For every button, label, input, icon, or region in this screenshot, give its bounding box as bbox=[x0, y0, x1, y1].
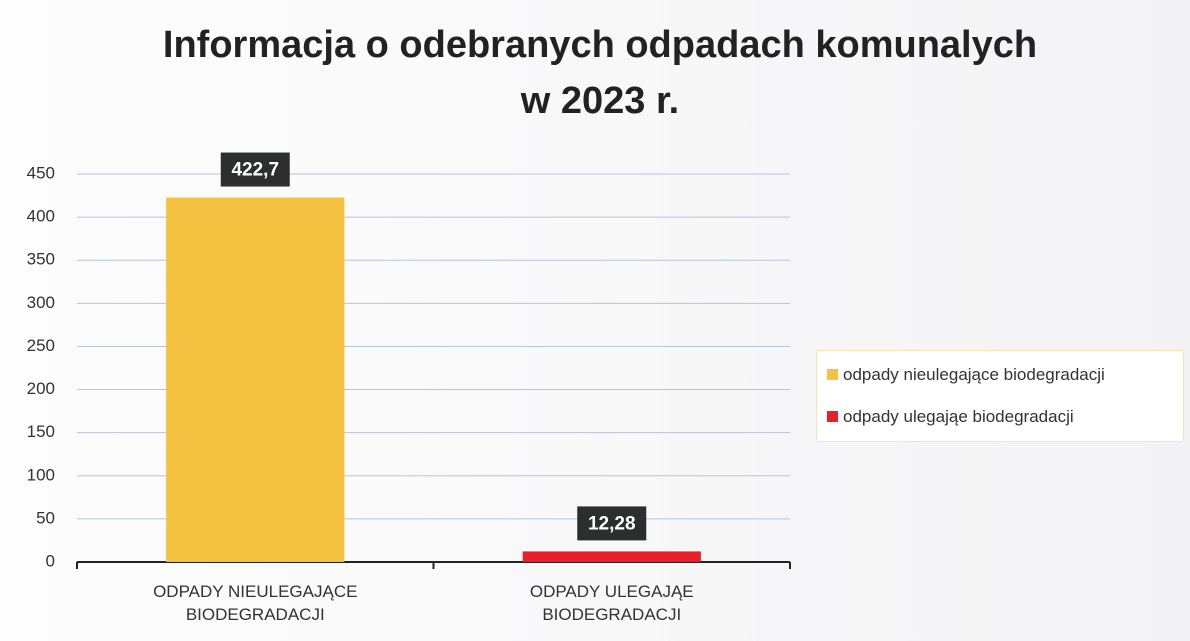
y-tick-label: 450 bbox=[27, 163, 55, 182]
bar bbox=[522, 551, 701, 562]
x-tick-label: ODPADY ULEGAJĄE BIODEGRADACJI bbox=[529, 582, 694, 624]
bar bbox=[166, 197, 345, 562]
y-tick-label: 400 bbox=[27, 207, 55, 226]
legend-label: odpady nieulegające biodegradacji bbox=[843, 365, 1105, 384]
legend-item: odpady ulegająe biodegradacji bbox=[827, 407, 1074, 427]
y-tick-label: 200 bbox=[27, 379, 55, 398]
legend: odpady nieulegające biodegradacji odpady … bbox=[816, 350, 1184, 442]
value-label: 12,28 bbox=[588, 513, 636, 534]
y-tick-label: 100 bbox=[27, 465, 55, 484]
y-tick-label: 0 bbox=[46, 551, 55, 570]
chart-title: Informacja o odebranych odpadach komunal… bbox=[163, 24, 1037, 66]
legend-swatch bbox=[827, 369, 838, 380]
value-label-box bbox=[220, 152, 290, 187]
legend-label: odpady ulegająe biodegradacji bbox=[843, 407, 1074, 426]
value-label-box bbox=[577, 506, 647, 541]
value-label: 422,7 bbox=[231, 160, 279, 181]
legend-swatch bbox=[827, 411, 838, 422]
y-tick-label: 300 bbox=[27, 293, 55, 312]
y-tick-label: 50 bbox=[36, 508, 55, 527]
chart-title: w 2023 r. bbox=[520, 80, 679, 122]
legend-item: odpady nieulegające biodegradacji bbox=[827, 365, 1105, 385]
y-tick-label: 350 bbox=[27, 250, 55, 269]
y-tick-label: 150 bbox=[27, 422, 55, 441]
x-tick-label: ODPADY NIEULEGAJĄCE BIODEGRADACJI bbox=[153, 582, 358, 624]
y-tick-label: 250 bbox=[27, 336, 55, 355]
